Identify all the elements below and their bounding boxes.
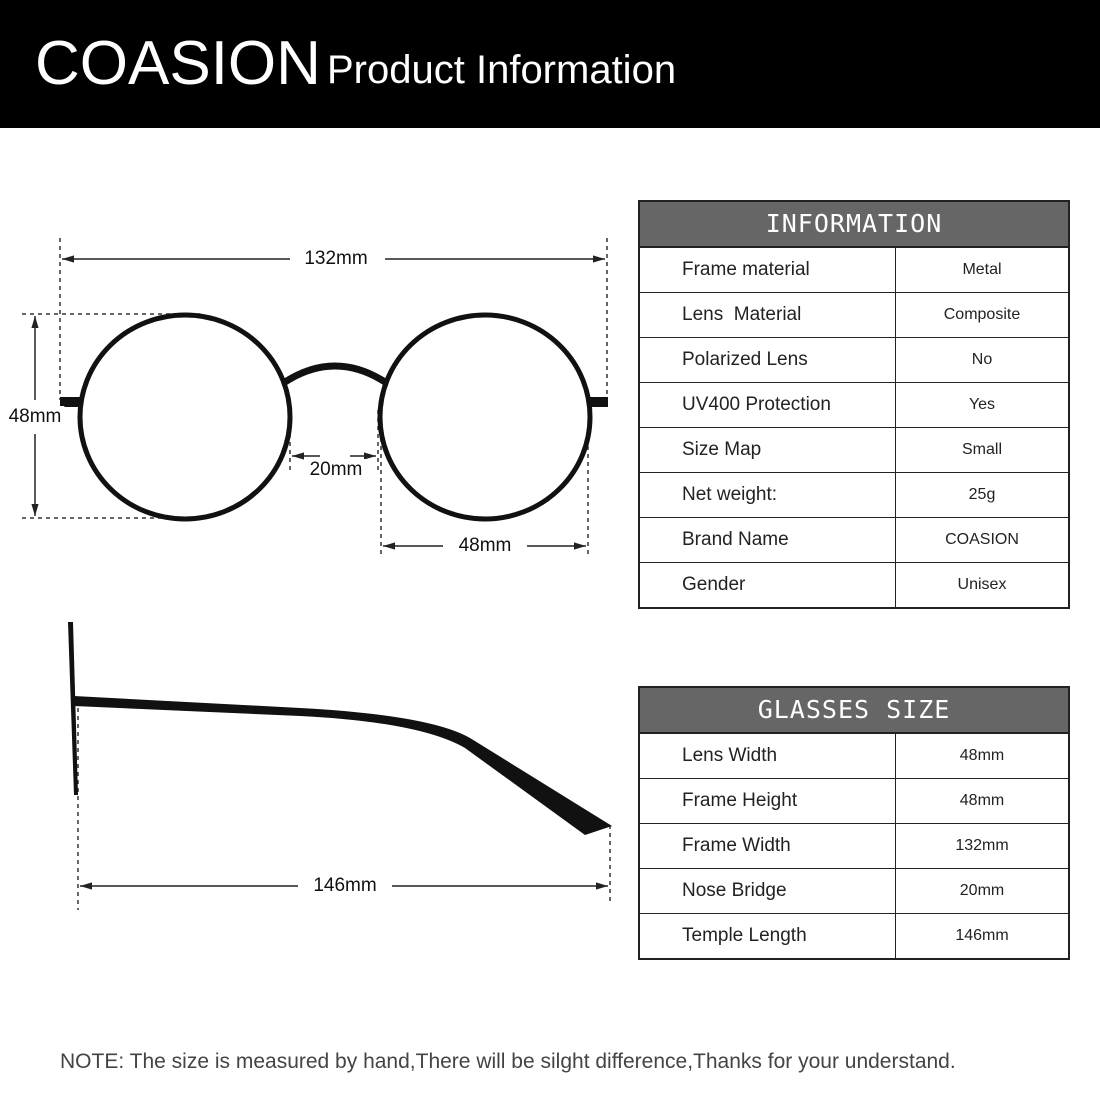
row-value: 132mm: [955, 837, 1009, 854]
arrows: [31, 255, 608, 890]
row-label: Gender: [640, 563, 896, 607]
table-title: INFORMATION: [640, 202, 1068, 248]
dim-label: 20mm: [310, 459, 363, 480]
note-text: The size is measured by hand,There will …: [129, 1050, 956, 1073]
diagram: 132mm 48mm 20mm 48mm 146mm: [5, 238, 612, 910]
row-label: Polarized Lens: [640, 338, 896, 382]
row-label: Frame material: [640, 248, 896, 292]
row-value: Unisex: [957, 576, 1007, 593]
brand: COASION: [35, 29, 321, 98]
guides: [22, 238, 611, 910]
table-title: GLASSES SIZE: [640, 688, 1068, 734]
information-table: INFORMATION Frame material Metal Lens Mater…: [638, 200, 1070, 609]
label-bg: [306, 459, 366, 481]
row-value: 25g: [968, 486, 996, 503]
table-row: Frame Height 48mm: [640, 778, 1068, 823]
table-row: Polarized Lens No: [640, 337, 1068, 382]
table-row: UV400 Protection Yes: [640, 382, 1068, 427]
label-bg: [455, 535, 515, 557]
table-row: Frame material Metal: [640, 248, 1068, 292]
table-row: Size Map Small: [640, 427, 1068, 472]
row-label: Net weight:: [640, 473, 896, 517]
row-label: Temple Length: [640, 914, 896, 958]
subtitle: Product Information: [327, 48, 677, 92]
row-value: Yes: [968, 396, 996, 413]
row-value: 48mm: [959, 792, 1005, 809]
row-value: COASION: [945, 531, 1019, 548]
note-label: NOTE:: [60, 1050, 125, 1073]
dim-label: 146mm: [313, 875, 376, 896]
table-row: Temple Length 146mm: [640, 913, 1068, 958]
table-row: Frame Width 132mm: [640, 823, 1068, 868]
dim-label: 132mm: [304, 248, 367, 269]
label-bg: [310, 875, 380, 897]
row-label: Lens Material: [640, 293, 896, 337]
row-label: UV400 Protection: [640, 383, 896, 427]
row-label: Brand Name: [640, 518, 896, 562]
table-row: Lens Material Composite: [640, 292, 1068, 337]
row-value: 146mm: [955, 927, 1009, 944]
note: NOTE: The size is measured by hand,There…: [60, 1050, 956, 1074]
row-value: 48mm: [959, 747, 1005, 764]
label-bg: [301, 248, 371, 270]
table-row: Nose Bridge 20mm: [640, 868, 1068, 913]
row-label: Nose Bridge: [640, 869, 896, 913]
row-label: Frame Height: [640, 779, 896, 823]
table-row: Lens Width 48mm: [640, 734, 1068, 778]
row-label: Lens Width: [640, 734, 896, 778]
row-value: Composite: [943, 306, 1021, 323]
row-value: No: [971, 351, 993, 368]
header: COASION Product Information: [0, 0, 1100, 128]
label-bg: [5, 406, 65, 428]
glasses-side: [68, 622, 612, 835]
row-value: 20mm: [959, 882, 1005, 899]
row-label: Frame Width: [640, 824, 896, 868]
glasses-front: [60, 312, 608, 522]
dim-label: 48mm: [9, 406, 62, 427]
size-table: GLASSES SIZE Lens Width 48mm Frame Height 48…: [638, 686, 1070, 960]
dim-label: 48mm: [459, 535, 512, 556]
table-row: Brand Name COASION: [640, 517, 1068, 562]
table-row: Gender Unisex: [640, 562, 1068, 607]
row-value: Small: [961, 441, 1002, 458]
table-row: Net weight: 25g: [640, 472, 1068, 517]
row-value: Metal: [962, 261, 1002, 278]
row-label: Size Map: [640, 428, 896, 472]
